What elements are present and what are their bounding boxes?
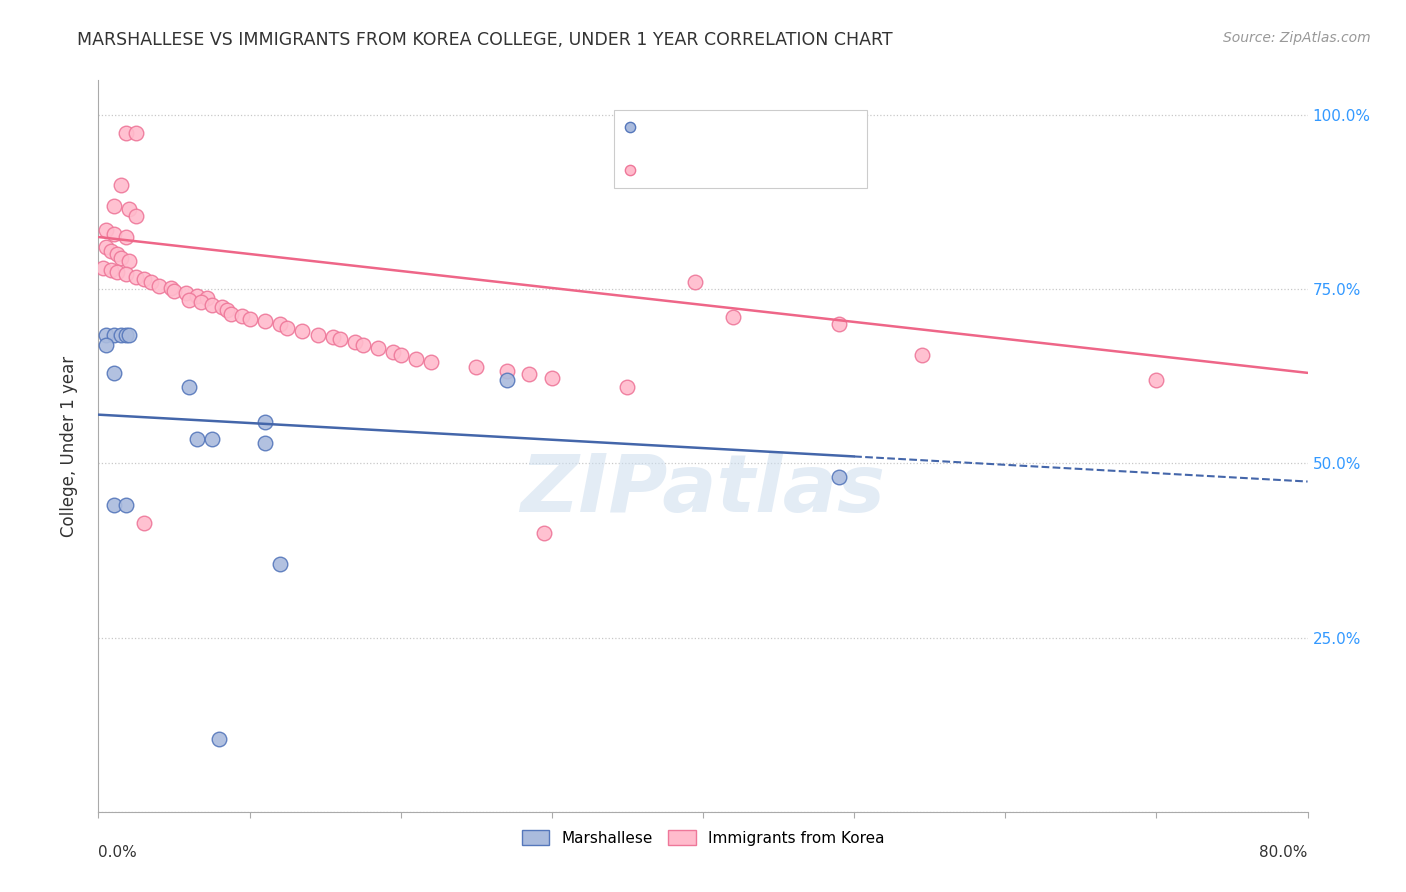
Point [828, 317, 851, 331]
Point [186, 432, 208, 446]
Point [616, 380, 638, 394]
Point [141, 275, 163, 289]
Text: R = -0.216: R = -0.216 [648, 165, 730, 180]
Point [103, 366, 125, 380]
Point [405, 351, 427, 366]
FancyBboxPatch shape [614, 111, 866, 188]
Point [110, 178, 132, 192]
Text: 0.0%: 0.0% [98, 845, 138, 860]
Point [533, 526, 555, 541]
Point [352, 338, 374, 352]
Point [118, 254, 141, 268]
Point [215, 303, 238, 318]
Point [495, 364, 517, 378]
Point [231, 309, 253, 323]
Point [94, 223, 117, 237]
Point [118, 327, 141, 342]
Point [420, 355, 443, 369]
Point [828, 470, 851, 484]
Text: R = -0.110: R = -0.110 [648, 122, 730, 137]
Point [619, 162, 641, 177]
Point [114, 126, 136, 140]
Point [465, 360, 488, 375]
Point [517, 368, 540, 382]
Point [148, 278, 170, 293]
Y-axis label: College, Under 1 year: College, Under 1 year [59, 355, 77, 537]
Point [195, 291, 218, 305]
Point [94, 327, 117, 342]
Text: N = 64: N = 64 [786, 165, 839, 180]
Point [100, 262, 122, 277]
Point [125, 269, 148, 284]
Point [911, 348, 934, 362]
Point [322, 329, 344, 343]
Point [208, 731, 231, 746]
Point [201, 297, 224, 311]
Point [179, 293, 201, 307]
Point [114, 230, 136, 244]
Point [211, 301, 233, 315]
Point [201, 432, 224, 446]
Point [118, 202, 141, 216]
Point [619, 120, 641, 135]
Point [307, 327, 329, 342]
Point [723, 310, 745, 325]
Point [239, 311, 262, 326]
Point [103, 327, 125, 342]
Point [110, 327, 132, 342]
Point [94, 240, 117, 254]
Point [221, 307, 243, 321]
Point [179, 380, 201, 394]
Point [269, 317, 291, 331]
Legend: Marshallese, Immigrants from Korea: Marshallese, Immigrants from Korea [516, 824, 890, 852]
Point [276, 320, 298, 334]
Point [114, 327, 136, 342]
Point [103, 227, 125, 241]
Point [190, 294, 212, 309]
Point [105, 247, 128, 261]
Point [103, 199, 125, 213]
Point [329, 333, 352, 347]
Point [103, 498, 125, 512]
Point [540, 371, 562, 385]
Point [186, 289, 208, 303]
Point [114, 267, 136, 281]
Text: 80.0%: 80.0% [1260, 845, 1308, 860]
Point [94, 338, 117, 352]
Text: Source: ZipAtlas.com: Source: ZipAtlas.com [1223, 31, 1371, 45]
Point [253, 415, 276, 429]
Point [105, 265, 128, 279]
Point [685, 275, 707, 289]
Point [174, 285, 197, 300]
Point [495, 373, 517, 387]
Point [125, 209, 148, 223]
Point [253, 314, 276, 328]
Point [291, 324, 314, 338]
Point [253, 435, 276, 450]
Point [100, 244, 122, 258]
Point [389, 348, 412, 362]
Point [110, 251, 132, 265]
Point [114, 498, 136, 512]
Point [1144, 373, 1167, 387]
Point [367, 342, 389, 356]
Point [132, 516, 155, 530]
Point [269, 558, 291, 572]
Point [344, 335, 367, 350]
Text: MARSHALLESE VS IMMIGRANTS FROM KOREA COLLEGE, UNDER 1 YEAR CORRELATION CHART: MARSHALLESE VS IMMIGRANTS FROM KOREA COL… [77, 31, 893, 49]
Text: N = 16: N = 16 [786, 122, 839, 137]
Point [125, 126, 148, 140]
Point [382, 345, 405, 359]
Point [91, 261, 114, 276]
Point [163, 284, 186, 298]
Point [160, 281, 183, 295]
Text: ZIPatlas: ZIPatlas [520, 450, 886, 529]
Point [132, 272, 155, 286]
